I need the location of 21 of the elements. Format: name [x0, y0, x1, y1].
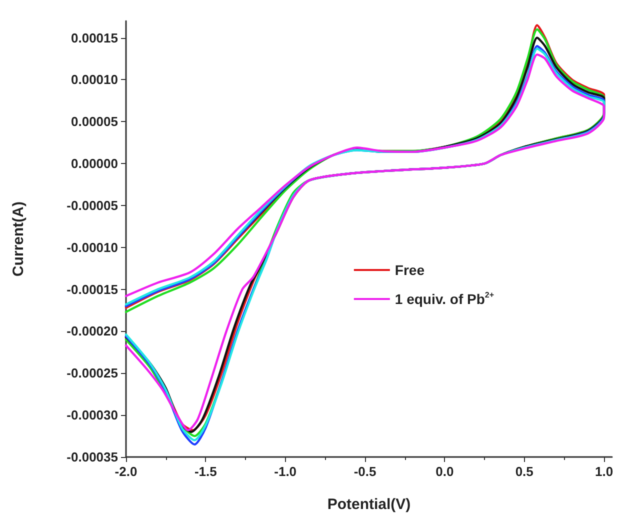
x-tick-label: -1.0: [274, 464, 297, 479]
y-tick-label: 0.00000: [71, 156, 118, 172]
x-tick-label: 0.0: [436, 464, 454, 479]
y-tick-label: 0.00005: [71, 114, 118, 130]
x-tick-label: -0.5: [354, 464, 376, 479]
y-axis-title: Current(A): [10, 202, 27, 276]
y-tick-label: -0.00015: [66, 282, 118, 297]
y-tick-label: 0.00010: [71, 72, 118, 88]
x-tick-label: 0.5: [515, 464, 534, 479]
y-tick-label: -0.00020: [66, 324, 118, 339]
y-tick-label: 0.00015: [71, 30, 118, 46]
y-tick-label: -0.00025: [66, 366, 118, 381]
x-axis-title: Potential(V): [327, 496, 411, 513]
y-tick-label: -0.00035: [66, 450, 118, 464]
x-tick-label: 1.0: [594, 464, 614, 479]
x-tick-label: -2.0: [114, 464, 138, 479]
legend-label: Free: [394, 262, 425, 278]
y-tick-label: -0.00005: [66, 198, 118, 213]
y-tick-label: -0.00010: [66, 240, 118, 255]
x-tick-label: -1.5: [194, 464, 217, 479]
y-tick-label: -0.00030: [66, 408, 118, 423]
